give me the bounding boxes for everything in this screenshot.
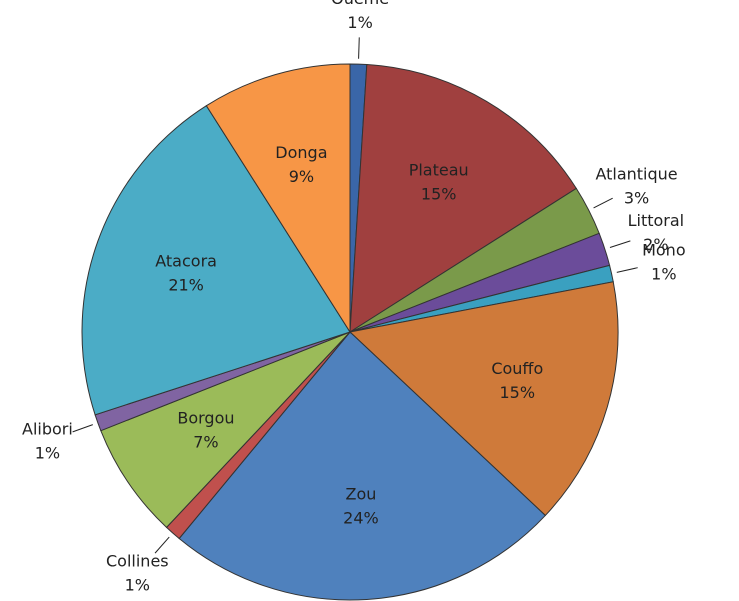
- slice-value-label: 1%: [651, 264, 676, 283]
- slice-label: Mono: [642, 240, 686, 259]
- slice-value-label: 24%: [343, 508, 379, 527]
- leader-line: [154, 536, 170, 554]
- slice-label: Donga: [275, 143, 327, 162]
- pie-slice: [81, 105, 351, 416]
- leader-line: [358, 37, 360, 59]
- slice-value-label: 1%: [347, 13, 372, 32]
- leader-line: [72, 424, 93, 433]
- slice-value-label: 2%: [643, 235, 668, 254]
- leader-line: [593, 197, 613, 209]
- slice-label: Ouémé: [331, 0, 389, 8]
- slice-label: Littoral: [628, 211, 685, 230]
- slice-label: Atacora: [155, 251, 217, 270]
- slice-label: Atlantique: [595, 164, 677, 183]
- slice-value-label: 9%: [289, 167, 314, 186]
- slice-label: Zou: [345, 484, 376, 503]
- leader-line: [609, 240, 631, 249]
- pie-slice: [205, 63, 351, 334]
- slice-label: Borgou: [177, 408, 234, 427]
- slice-value-label: 15%: [421, 185, 457, 204]
- slice-value-label: 7%: [193, 432, 218, 451]
- pie-slice: [178, 331, 547, 601]
- pie-slice: [348, 281, 619, 517]
- slice-value-label: 1%: [35, 443, 60, 462]
- slice-label: Plateau: [409, 161, 469, 180]
- slice-value-label: 1%: [125, 576, 150, 595]
- slice-label: Collines: [106, 552, 169, 571]
- slice-value-label: 15%: [500, 383, 536, 402]
- slice-value-label: 3%: [624, 188, 649, 207]
- pie-slice: [349, 63, 577, 333]
- slice-label: Alibori: [22, 419, 73, 438]
- leader-line: [616, 267, 638, 273]
- slice-value-label: 21%: [168, 275, 204, 294]
- pie-slice: [100, 331, 351, 529]
- slice-label: Couffo: [491, 359, 543, 378]
